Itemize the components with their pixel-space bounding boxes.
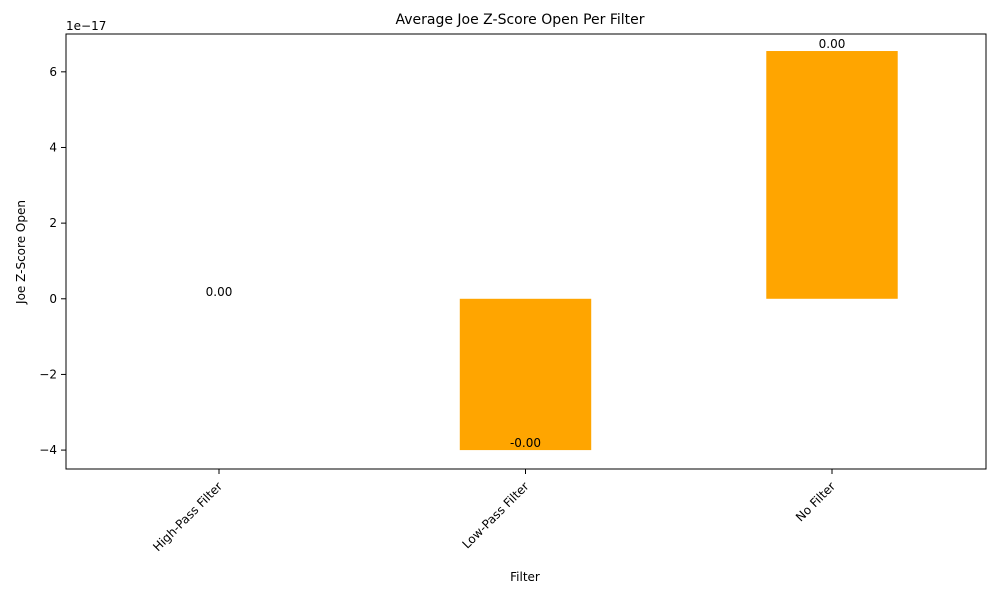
x-axis-label: Filter xyxy=(510,570,540,584)
y-axis-label: Joe Z-Score Open xyxy=(14,200,28,305)
bar-low-pass-filter xyxy=(459,298,592,451)
x-axis: High-Pass Filter Low-Pass Filter No Filter xyxy=(150,469,838,554)
bars-group xyxy=(459,51,898,451)
plot-frame xyxy=(65,33,987,470)
y-axis: −4 −2 0 2 4 6 xyxy=(39,65,66,457)
x-tick-label: Low-Pass Filter xyxy=(459,479,531,551)
y-tick-label: 4 xyxy=(49,140,57,154)
value-label: 0.00 xyxy=(206,285,233,299)
bar-no-filter xyxy=(766,51,898,299)
value-label: -0.00 xyxy=(510,436,541,450)
y-tick-label: −4 xyxy=(39,443,57,457)
value-labels-group: 0.00 -0.00 0.00 xyxy=(206,37,846,450)
value-label: 0.00 xyxy=(819,37,846,51)
y-tick-label: 0 xyxy=(49,292,57,306)
y-offset-label: 1e−17 xyxy=(66,19,106,33)
y-tick-label: 2 xyxy=(49,216,57,230)
y-tick-label: −2 xyxy=(39,367,57,381)
chart-title: Average Joe Z-Score Open Per Filter xyxy=(395,12,644,28)
y-tick-label: 6 xyxy=(49,65,57,79)
x-tick-label: High-Pass Filter xyxy=(150,479,225,554)
x-tick-label: No Filter xyxy=(793,479,838,524)
